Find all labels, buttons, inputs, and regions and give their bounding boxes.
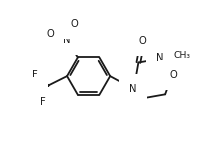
- Text: O: O: [46, 29, 54, 39]
- Text: O: O: [170, 70, 178, 80]
- Text: F: F: [32, 70, 38, 80]
- Text: CH₃: CH₃: [173, 51, 190, 60]
- Text: N: N: [129, 84, 137, 94]
- Text: O: O: [71, 19, 79, 29]
- Text: N: N: [63, 35, 71, 45]
- Text: F: F: [40, 97, 45, 107]
- Text: F: F: [29, 86, 34, 97]
- Text: N: N: [156, 53, 163, 63]
- Text: O: O: [138, 36, 146, 46]
